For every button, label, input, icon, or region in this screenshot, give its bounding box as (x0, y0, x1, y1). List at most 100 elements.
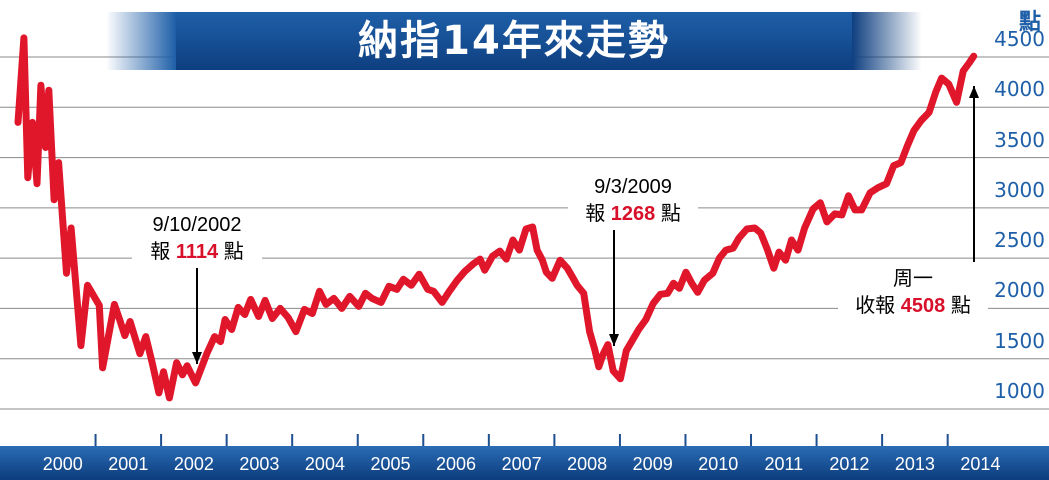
data-point (860, 208, 863, 211)
title-banner-fade-right (852, 12, 922, 70)
nasdaq-series-line (14, 34, 978, 402)
data-point (745, 228, 748, 230)
data-point (541, 259, 544, 262)
data-point (652, 302, 655, 305)
data-point (854, 208, 856, 211)
data-point (264, 299, 267, 302)
data-point (847, 194, 850, 197)
data-point (402, 278, 405, 281)
data-point (962, 70, 965, 73)
data-point (410, 284, 413, 287)
data-point (572, 277, 575, 280)
data-point (395, 288, 398, 291)
data-point (690, 282, 693, 285)
data-point (230, 328, 233, 331)
data-point (213, 335, 216, 338)
data-point (819, 201, 822, 204)
data-point (703, 279, 706, 282)
data-point (57, 161, 60, 164)
data-point (784, 259, 787, 262)
data-point (582, 292, 585, 295)
data-point (157, 391, 160, 394)
data-point (340, 307, 343, 310)
data-point (388, 285, 390, 288)
data-point (588, 330, 591, 333)
annotation-suffix: 點 (223, 241, 244, 263)
data-point (778, 251, 780, 254)
data-point (678, 287, 681, 290)
data-point (920, 119, 923, 122)
data-point (619, 377, 622, 380)
data-point (271, 317, 274, 320)
annotation-value-line: 報 1114 點 (132, 239, 262, 266)
annotation-date: 9/3/2009 (594, 176, 672, 198)
data-point (348, 295, 351, 298)
data-point (257, 315, 260, 318)
data-point (724, 249, 727, 252)
data-point (637, 328, 640, 331)
data-point (364, 292, 367, 295)
annotation-prefix: 報 (585, 203, 606, 225)
y-tick-label: 2500 (994, 228, 1045, 253)
data-point (612, 369, 615, 372)
data-point (456, 279, 459, 282)
y-tick-label: 4500 (994, 27, 1045, 51)
data-point (968, 62, 971, 64)
data-point (559, 259, 562, 262)
data-point (205, 352, 208, 355)
data-point (593, 348, 596, 351)
data-point (797, 249, 799, 252)
arrow-latest-head (969, 86, 979, 98)
data-point (325, 303, 328, 306)
data-point (118, 318, 121, 321)
data-point (606, 343, 609, 346)
data-point (840, 213, 843, 216)
data-point (718, 257, 721, 260)
data-point (318, 290, 321, 293)
data-point (913, 129, 915, 132)
data-point (287, 316, 290, 319)
data-point (237, 306, 240, 309)
data-point (877, 186, 879, 189)
data-point (418, 273, 421, 276)
data-point (194, 381, 197, 384)
data-point (441, 301, 444, 304)
annotation-prefix: 收報 (855, 295, 896, 317)
data-point (597, 365, 600, 368)
data-point (812, 207, 815, 210)
data-point (479, 258, 482, 261)
x-axis-band (0, 446, 1049, 480)
data-point (243, 313, 246, 316)
data-point (44, 146, 47, 149)
data-point (426, 288, 429, 291)
data-point (144, 335, 147, 338)
x-tick-label: 2001 (108, 454, 149, 474)
annotation-date: 9/10/2002 (152, 214, 242, 236)
data-point (892, 164, 895, 167)
data-point (36, 182, 38, 185)
data-point (666, 292, 669, 295)
annotation-2009-low: 9/3/2009 報 1268 點 (568, 174, 698, 228)
data-point (332, 297, 335, 300)
data-point (753, 227, 756, 229)
data-point (928, 111, 931, 114)
data-point (940, 77, 943, 80)
annotation-arrows (192, 86, 979, 364)
data-point (129, 320, 132, 323)
data-point (696, 291, 699, 294)
annotation-value-line: 報 1268 點 (568, 201, 698, 228)
data-point (759, 232, 762, 234)
data-point (26, 176, 29, 179)
annotation-value: 4508 (900, 295, 946, 317)
annotation-date: 周一 (893, 268, 933, 290)
data-point (955, 101, 958, 104)
data-point (175, 361, 178, 364)
x-tick-label: 2014 (960, 454, 1001, 474)
data-point (357, 305, 360, 308)
data-point (525, 228, 527, 230)
data-point (711, 272, 714, 275)
data-point (631, 339, 634, 342)
annotation-prefix: 報 (150, 241, 171, 263)
data-point (518, 249, 521, 252)
